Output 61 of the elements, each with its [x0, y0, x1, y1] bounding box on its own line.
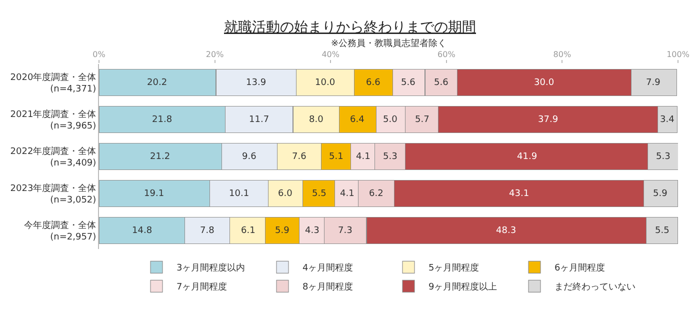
data-label: 5.3	[656, 152, 670, 162]
legend-label: 7ヶ月間程度	[176, 282, 228, 293]
y-tick-label: 2021年度調査・全体 (n=3,965)	[10, 108, 96, 132]
data-label: 5.6	[434, 78, 449, 88]
data-label: 5.0	[383, 115, 398, 125]
x-tick-label: 80%	[553, 50, 572, 59]
data-label: 5.5	[655, 226, 670, 236]
legend-label: 6ヶ月間程度	[554, 262, 606, 274]
data-label: 4.3	[305, 226, 320, 236]
data-label: 14.8	[132, 226, 152, 236]
data-label: 9.6	[242, 152, 257, 162]
data-label: 5.3	[383, 152, 398, 162]
data-label: 5.7	[415, 115, 430, 125]
chart-title: 就職活動の始まりから終わりまでの期間	[224, 20, 476, 36]
legend-label: まだ終わっていない	[554, 282, 636, 293]
data-label: 4.1	[340, 189, 354, 199]
data-label: 20.2	[147, 78, 168, 88]
data-label: 13.9	[246, 78, 266, 88]
data-label: 10.0	[315, 78, 336, 88]
data-label: 6.0	[278, 189, 293, 199]
data-label: 5.6	[401, 78, 416, 88]
data-label: 4.1	[356, 152, 370, 162]
data-label: 3.4	[660, 115, 675, 125]
data-label: 43.1	[509, 189, 530, 199]
data-label: 7.3	[338, 226, 352, 236]
data-label: 48.3	[496, 226, 516, 236]
data-label: 37.9	[538, 115, 558, 125]
x-tick-label: 100%	[666, 50, 690, 59]
legend-label: 8ヶ月間程度	[302, 282, 354, 293]
legend-label: 5ヶ月間程度	[428, 262, 480, 274]
data-label: 5.9	[653, 189, 668, 199]
data-label: 21.2	[150, 152, 170, 162]
y-tick-label: 2022年度調査・全体 (n=3,409)	[10, 146, 96, 168]
data-label: 6.1	[241, 226, 256, 236]
data-label: 7.8	[200, 226, 215, 236]
y-tick-label: 2020年度調査・全体 (n=4,371)	[10, 72, 96, 94]
data-label: 19.1	[144, 189, 164, 199]
data-label: 6.6	[366, 78, 381, 88]
legend-label: 4ヶ月間程度	[302, 262, 354, 274]
data-label: 7.9	[646, 78, 661, 88]
data-label: 11.7	[249, 115, 270, 125]
data-label: 41.9	[517, 152, 538, 162]
data-label: 5.9	[275, 226, 290, 236]
x-tick-label: 0%	[92, 50, 106, 59]
data-label: 21.8	[152, 115, 172, 125]
data-label: 7.6	[292, 152, 307, 162]
x-tick-label: 60%	[438, 50, 456, 59]
x-tick-label: 20%	[206, 50, 224, 59]
data-label: 10.1	[229, 189, 250, 199]
legend-label: 3ヶ月間程度以内	[176, 262, 246, 274]
legend-label: 9ヶ月間程度以上	[428, 282, 498, 293]
x-tick-label: 40%	[322, 50, 340, 59]
data-label: 5.1	[329, 152, 344, 162]
data-label: 6.2	[369, 189, 384, 199]
y-tick-label: 今年度調査・全体 (n=2,957)	[24, 220, 96, 242]
y-tick-label: 2023年度調査・全体 (n=3,052)	[10, 182, 96, 206]
data-label: 6.4	[350, 115, 365, 125]
data-label: 8.0	[309, 115, 324, 125]
data-label: 5.5	[312, 189, 326, 199]
chart-subtitle: ※公務員・教職員志望者除く	[331, 38, 447, 49]
data-label: 30.0	[534, 78, 554, 88]
